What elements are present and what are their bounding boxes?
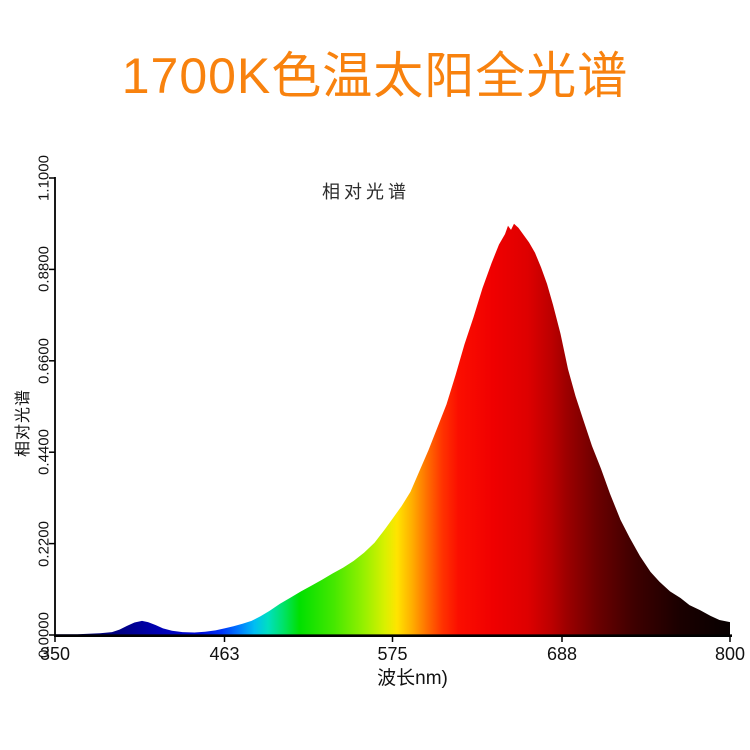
x-tick-label: 688 <box>546 644 578 664</box>
y-axis-title: 相对光谱 <box>15 388 32 458</box>
y-tick-label: 0.4400 <box>35 429 53 476</box>
plot-title: 相对光谱 <box>322 182 410 202</box>
x-tick-label: 575 <box>377 644 408 664</box>
x-tick-label: 463 <box>209 644 240 664</box>
x-tick-label: 800 <box>714 644 746 664</box>
x-tick-label: 350 <box>39 644 71 664</box>
spectrum-area <box>55 223 730 635</box>
y-tick-label: 0.8800 <box>35 246 53 293</box>
y-tick-label: 0.2200 <box>35 520 53 567</box>
y-tick-label: 0.0000 <box>35 612 53 658</box>
page-title: 1700K色温太阳全光谱 <box>121 48 629 104</box>
y-tick-label: 0.6600 <box>35 337 53 384</box>
y-tick-label: 1.1000 <box>35 155 53 201</box>
x-axis-title: 波长nm) <box>377 668 448 689</box>
